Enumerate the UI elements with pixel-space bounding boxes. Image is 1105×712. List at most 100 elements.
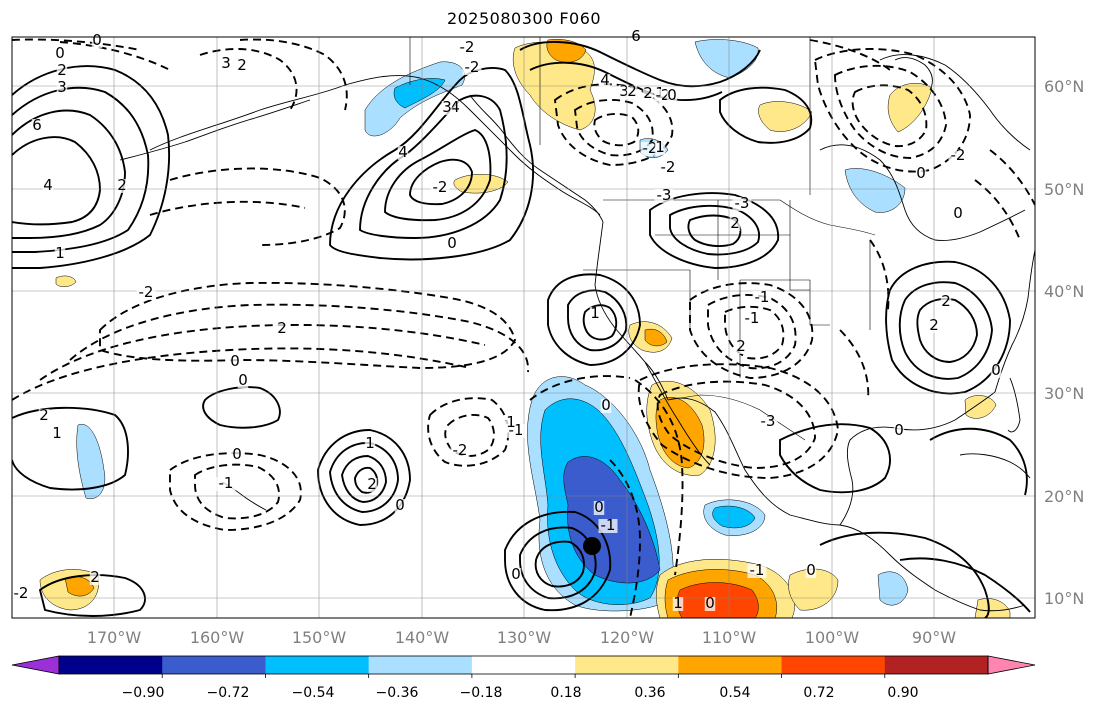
- contour-gulf-alaska-ridge-3: [384, 128, 492, 222]
- contour-label-bg: [54, 47, 66, 61]
- contour-label: 0: [447, 234, 457, 252]
- contour-label: 0: [232, 445, 242, 463]
- contour-label: 0: [92, 31, 102, 49]
- contour-label: -2: [14, 584, 29, 602]
- shade-negative-west: [76, 423, 106, 500]
- contour-label-bg: [446, 237, 458, 251]
- contour-pac-north-3: [199, 48, 298, 111]
- shade-positive-southeast: [974, 598, 1011, 618]
- contour-label: 2: [367, 475, 377, 493]
- contour-sw-low-solid-2: [567, 289, 628, 352]
- shade-positive-arctic: [887, 83, 933, 133]
- coast-central-am: [934, 589, 1026, 612]
- plot-area: [12, 37, 1035, 618]
- contour-label: 0: [953, 204, 963, 222]
- contour-label: 4: [600, 71, 610, 89]
- colorbar: [11, 655, 1036, 678]
- contour-label: 2: [57, 61, 67, 79]
- lat-label: 50°N: [1044, 180, 1084, 199]
- contour-label: 3: [442, 98, 452, 116]
- contour-far-east: [929, 427, 1028, 496]
- contour-mid-low-2: [669, 204, 760, 256]
- colorbar-bin: [162, 656, 266, 674]
- shade-positive-florida: [964, 395, 997, 419]
- contour-label-bg: [952, 207, 964, 221]
- contour-label-bg: [589, 307, 601, 321]
- contour-label: 1: [506, 413, 516, 431]
- contour-label-bg: [598, 519, 618, 533]
- contour-east-arc: [779, 423, 891, 494]
- contour-label: 1: [655, 138, 665, 156]
- contour-label: 0: [511, 565, 521, 583]
- colorbar-bin: [678, 656, 783, 674]
- contour-west-ridge-4: [12, 136, 101, 226]
- contour-label: 3: [221, 54, 231, 72]
- contour-labels: 00236421-223240-2-2643221-20-243-21-2-3-…: [11, 27, 1002, 612]
- contour-label: 6: [631, 27, 641, 45]
- contour-label: 1: [55, 244, 65, 262]
- contour-label-bg: [56, 81, 68, 95]
- contour-hudson-trough-2: [834, 64, 947, 159]
- lon-label: 170°W: [87, 628, 142, 647]
- colorbar-tick-label: −0.18: [460, 685, 503, 701]
- contours-solid: [12, 41, 1031, 618]
- contour-tropic-dash-3: [634, 379, 684, 576]
- contour-label-bg: [626, 85, 638, 99]
- contour-label: -1: [601, 516, 616, 534]
- contour-sw-low-pac-2: [519, 526, 597, 600]
- contour-label: 2: [736, 337, 746, 355]
- contour-label: 2: [627, 82, 637, 100]
- coast-florida: [1007, 377, 1021, 433]
- lat-label: 40°N: [1044, 282, 1084, 301]
- contour-mexico-trough-2: [656, 380, 816, 469]
- contour-label: -3: [761, 412, 776, 430]
- contour-hudson-trough: [813, 48, 971, 173]
- contours-dashed: [12, 38, 1035, 618]
- contour-hawaii-high: [317, 429, 411, 526]
- contour-label: 0: [705, 594, 715, 612]
- contour-label: -2: [465, 58, 480, 76]
- lat-label: 10°N: [1044, 589, 1084, 608]
- contour-label-bg: [11, 587, 31, 601]
- coast-mexico: [667, 397, 936, 591]
- contour-label: 0: [667, 86, 677, 104]
- colorbar-tick-label: 0.72: [803, 685, 834, 701]
- longitude-labels: 170°W 160°W 150°W 140°W 130°W 120°W 110°…: [87, 628, 956, 647]
- contour-label-bg: [441, 101, 453, 115]
- contour-label-bg: [364, 437, 376, 451]
- colorbar-tick-label: 0.36: [634, 685, 665, 701]
- lat-label: 20°N: [1044, 487, 1084, 506]
- shade-negative-north: [694, 39, 759, 79]
- contour-west-mid: [12, 406, 129, 491]
- contour-sw-low-pac-3: [534, 540, 585, 588]
- contour-label-bg: [915, 167, 927, 181]
- contour-label-bg: [236, 59, 248, 73]
- contour-label: 0: [601, 396, 611, 414]
- contour-label-bg: [940, 295, 952, 309]
- contour-north-ridge: [519, 41, 761, 88]
- colorbar-bin: [884, 656, 989, 674]
- contour-pac-north: [169, 167, 346, 246]
- contour-label-bg: [747, 564, 767, 578]
- contour-label: 2: [277, 319, 287, 337]
- contour-label: 2: [39, 406, 49, 424]
- plot-frame: [11, 36, 1036, 619]
- lon-label: 130°W: [497, 628, 552, 647]
- contour-label-bg: [593, 501, 605, 515]
- contour-label-bg: [758, 415, 778, 429]
- contour-mid-low-3: [687, 214, 742, 248]
- contour-label: 2: [643, 84, 653, 102]
- contour-label-bg: [42, 179, 54, 193]
- contour-label: 1: [365, 434, 375, 452]
- contour-bc-trough-3: [593, 112, 640, 147]
- contour-label: -2: [460, 38, 475, 56]
- contour-label: -2: [433, 178, 448, 196]
- contour-label-bg: [31, 119, 43, 133]
- contour-label: -1: [750, 561, 765, 579]
- contour-label: 0: [991, 361, 1001, 379]
- contour-label: -2: [139, 283, 154, 301]
- lon-label: 140°W: [395, 628, 450, 647]
- contour-hawaii-low-2: [194, 463, 280, 520]
- contour-label: -2: [453, 441, 468, 459]
